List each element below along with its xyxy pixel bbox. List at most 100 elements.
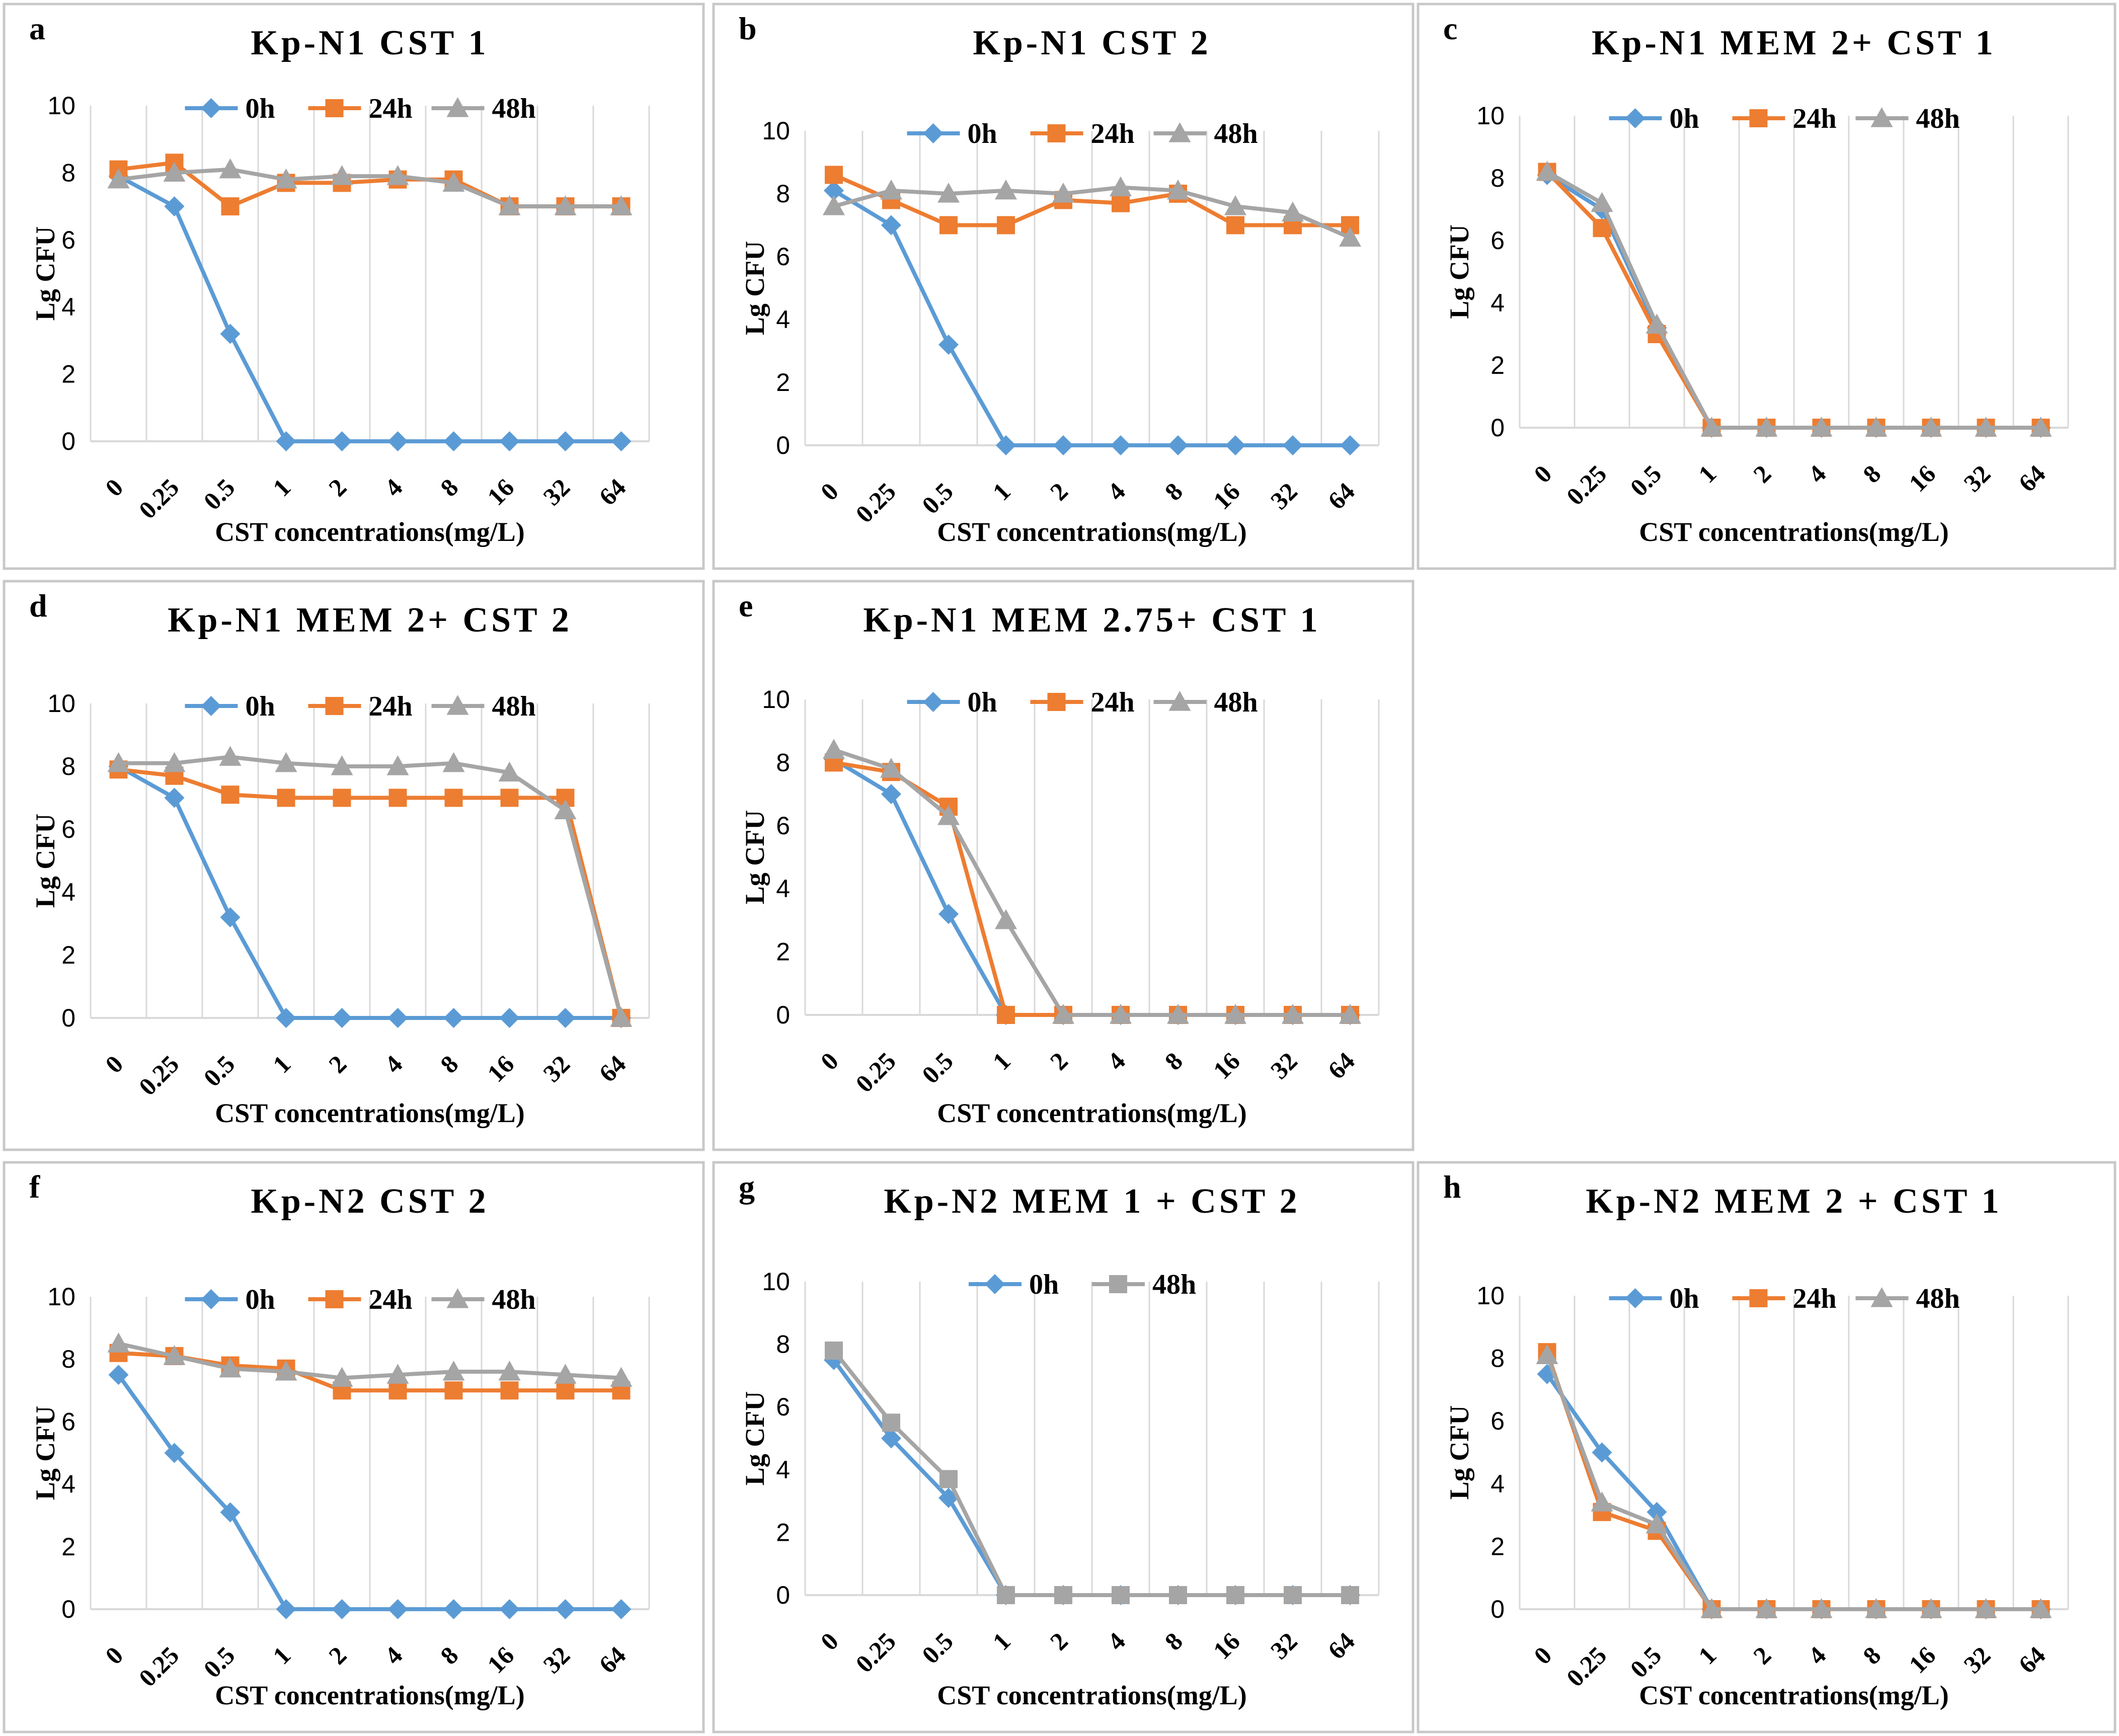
data-point-48h: [610, 195, 633, 215]
series-line-48h: [118, 755, 623, 1019]
panel-letter: h: [1443, 1169, 1461, 1205]
data-point-48h: [1282, 201, 1304, 222]
data-point-0h: [1168, 435, 1188, 455]
panel-letter: b: [739, 11, 757, 46]
data-point-48h: [1591, 1491, 1613, 1512]
legend-item-24h: 24h: [308, 691, 413, 722]
chart-title: Kp-N2 MEM 2 + CST 1: [1586, 1182, 2002, 1221]
x-axis-title: CST concentrations(mg/L): [215, 1680, 525, 1710]
data-point-0h: [387, 431, 408, 451]
y-axis-title: Lg CFU: [740, 1391, 770, 1486]
y-tick-label: 2: [776, 368, 790, 397]
data-point-24h: [444, 1381, 463, 1400]
legend-label: 48h: [1214, 118, 1258, 149]
data-point-48h: [1052, 1004, 1074, 1024]
panel-letter: d: [29, 588, 47, 623]
y-tick-label: 8: [776, 1330, 790, 1359]
y-tick-label: 8: [776, 748, 790, 776]
legend-item-48h: 48h: [431, 691, 536, 722]
series-line-0h: [117, 1373, 621, 1611]
data-point-24h: [825, 166, 843, 184]
panel-frame: [1417, 1161, 2116, 1733]
legend-marker-square: [1047, 124, 1066, 142]
legend-label: 24h: [1091, 687, 1135, 718]
series-line-48h: [833, 185, 1351, 240]
data-point-24h: [221, 785, 240, 804]
legend-item-48h: 48h: [1153, 687, 1258, 718]
data-point-0h: [611, 431, 632, 451]
data-point-48h: [823, 739, 845, 759]
chart-title: Kp-N1 MEM 2+ CST 2: [168, 601, 572, 640]
series-0h: [108, 166, 632, 451]
legend-item-0h: 0h: [907, 687, 997, 718]
data-point-0h: [332, 431, 352, 451]
data-point-0h: [1592, 1442, 1612, 1463]
legend-marker-triangle: [446, 695, 469, 715]
legend-item-48h: 48h: [1153, 118, 1258, 149]
panel-frame: [3, 580, 705, 1151]
data-point-0h: [443, 1008, 464, 1028]
data-point-48h: [825, 1342, 843, 1360]
y-tick-label: 4: [1490, 289, 1505, 317]
data-point-0h: [387, 1008, 408, 1028]
data-point-48h: [939, 1470, 958, 1488]
legend-marker-square: [325, 697, 344, 715]
y-tick-label: 2: [776, 1518, 790, 1546]
data-point-0h: [499, 1599, 520, 1619]
legend-item-24h: 24h: [1030, 118, 1135, 149]
data-point-48h: [1920, 417, 1942, 437]
y-axis-title: Lg CFU: [30, 814, 60, 908]
data-point-24h: [444, 788, 463, 807]
data-point-48h: [1226, 1586, 1244, 1604]
y-tick-label: 6: [1490, 1407, 1505, 1435]
data-point-48h: [1339, 1004, 1361, 1024]
data-point-48h: [2029, 417, 2052, 437]
series-line-48h: [832, 1349, 1350, 1597]
data-point-0h: [938, 335, 959, 355]
data-point-48h: [937, 805, 960, 825]
y-axis-title: Lg CFU: [1444, 1405, 1474, 1500]
series-line-0h: [832, 189, 1350, 447]
data-point-48h: [2029, 1598, 2052, 1618]
legend-label: 0h: [968, 687, 997, 718]
data-point-48h: [498, 1361, 521, 1381]
series-line-48h: [1545, 1354, 2041, 1611]
y-tick-label: 10: [47, 92, 75, 120]
y-tick-label: 0: [61, 1004, 75, 1032]
legend-item-0h: 0h: [1609, 1283, 1699, 1314]
data-point-0h: [1283, 435, 1303, 455]
legend-label: 24h: [1793, 103, 1837, 134]
data-point-24h: [388, 788, 407, 807]
legend-label: 24h: [1091, 118, 1135, 149]
data-point-48h: [610, 1007, 633, 1027]
legend-label: 48h: [1152, 1269, 1196, 1300]
data-point-24h: [556, 1381, 575, 1400]
data-point-48h: [498, 761, 521, 782]
data-point-48h: [1865, 417, 1888, 437]
y-tick-label: 0: [776, 431, 790, 459]
y-tick-label: 0: [61, 1595, 75, 1623]
legend-marker-square: [325, 99, 344, 117]
data-point-48h: [1284, 1586, 1302, 1604]
series-line-48h: [118, 1342, 621, 1380]
y-tick-label: 4: [61, 878, 75, 906]
data-point-48h: [163, 752, 186, 772]
y-axis-title: Lg CFU: [740, 810, 770, 905]
data-point-48h: [995, 909, 1017, 929]
data-point-48h: [1536, 161, 1558, 181]
y-tick-label: 6: [61, 226, 75, 254]
series-48h: [1536, 1344, 2052, 1618]
legend-label: 0h: [1670, 103, 1699, 134]
series-48h: [1536, 161, 2052, 437]
data-point-0h: [881, 1428, 901, 1449]
data-point-48h: [995, 179, 1017, 200]
data-point-48h: [823, 195, 845, 215]
data-point-24h: [500, 788, 519, 807]
data-point-48h: [1282, 1004, 1304, 1024]
panel-letter: a: [29, 11, 45, 46]
data-point-48h: [1536, 1344, 1558, 1364]
y-tick-label: 2: [1490, 1532, 1505, 1560]
y-tick-label: 8: [61, 159, 75, 187]
